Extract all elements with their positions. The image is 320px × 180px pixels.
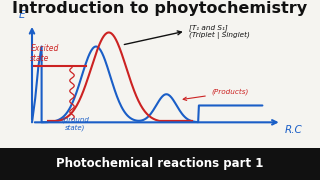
Text: (Products): (Products) bbox=[211, 88, 249, 95]
Text: Excited
state: Excited state bbox=[30, 44, 59, 63]
Text: Introduction to phoytochemistry: Introduction to phoytochemistry bbox=[12, 1, 308, 16]
Text: R.C: R.C bbox=[285, 125, 302, 135]
Text: (ground
state): (ground state) bbox=[61, 117, 89, 131]
Text: Photochemical reactions part 1: Photochemical reactions part 1 bbox=[56, 157, 264, 170]
Text: E: E bbox=[19, 10, 26, 20]
Text: [T₁ and S₁]
(Triplet | Singlet): [T₁ and S₁] (Triplet | Singlet) bbox=[189, 24, 250, 39]
